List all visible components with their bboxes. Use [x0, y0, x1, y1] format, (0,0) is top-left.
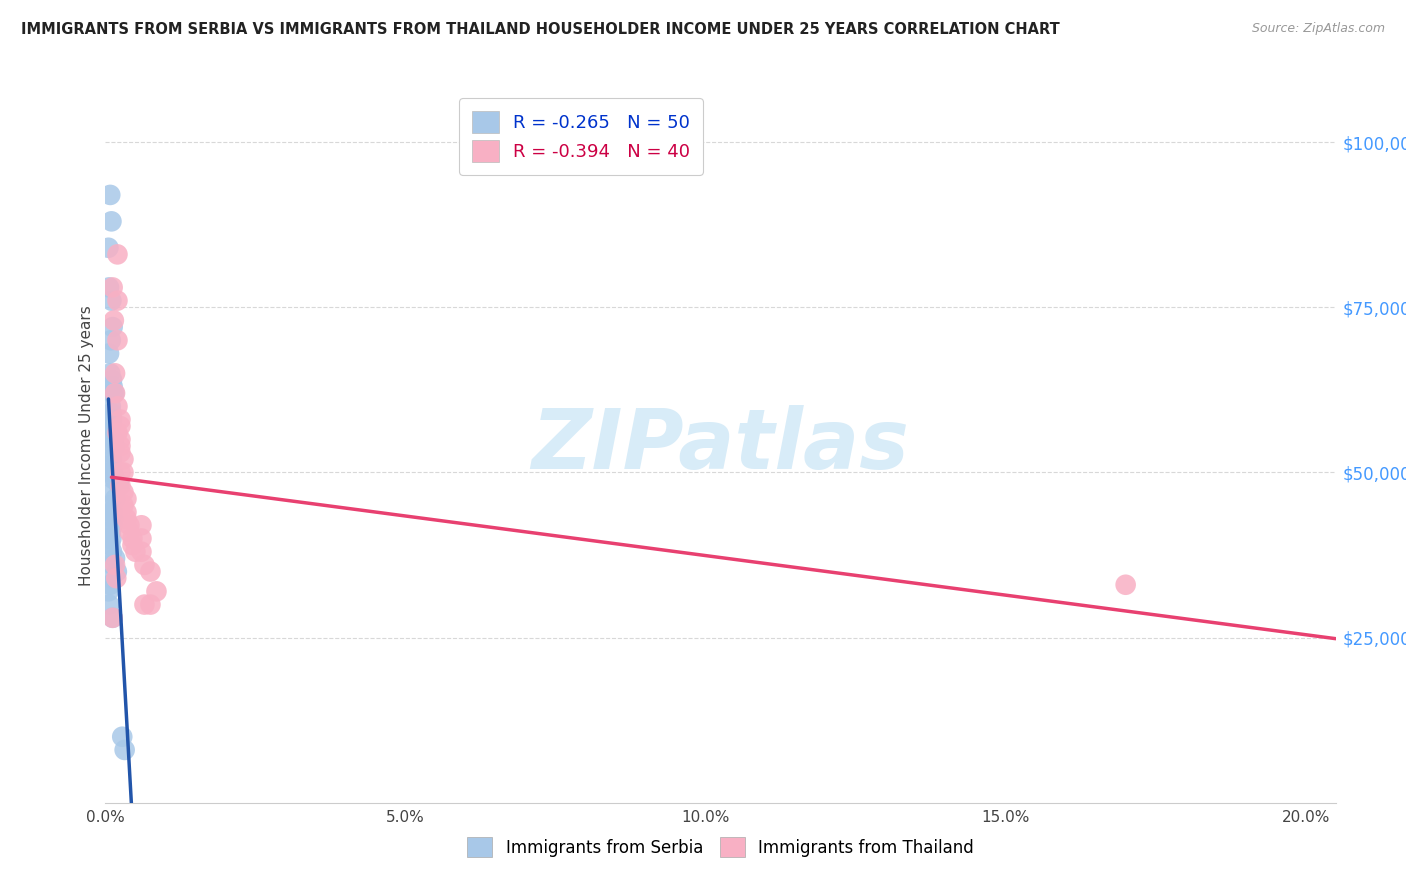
Point	[100, 571, 122, 585]
Point	[110, 466, 132, 480]
Point	[100, 499, 122, 513]
Point	[97, 241, 120, 255]
Point	[1115, 578, 1137, 592]
Point	[104, 551, 127, 566]
Point	[100, 445, 122, 459]
Point	[100, 400, 122, 414]
Point	[97, 584, 120, 599]
Point	[115, 491, 138, 506]
Point	[98, 188, 121, 202]
Point	[110, 412, 132, 426]
Point	[121, 532, 143, 546]
Point	[105, 571, 128, 585]
Point	[107, 247, 129, 261]
Point	[104, 491, 127, 506]
Point	[107, 400, 129, 414]
Point	[121, 538, 143, 552]
Point	[110, 445, 132, 459]
Point	[118, 524, 141, 539]
Point	[101, 611, 124, 625]
Point	[100, 505, 122, 519]
Point	[107, 333, 129, 347]
Point	[131, 545, 153, 559]
Legend: Immigrants from Serbia, Immigrants from Thailand: Immigrants from Serbia, Immigrants from …	[458, 829, 983, 866]
Point	[101, 379, 124, 393]
Point	[101, 545, 124, 559]
Point	[100, 524, 122, 539]
Point	[114, 743, 136, 757]
Point	[103, 472, 125, 486]
Y-axis label: Householder Income Under 25 years: Householder Income Under 25 years	[79, 306, 94, 586]
Point	[101, 518, 124, 533]
Text: IMMIGRANTS FROM SERBIA VS IMMIGRANTS FROM THAILAND HOUSEHOLDER INCOME UNDER 25 Y: IMMIGRANTS FROM SERBIA VS IMMIGRANTS FRO…	[21, 22, 1060, 37]
Point	[101, 452, 124, 467]
Point	[100, 458, 122, 473]
Point	[100, 532, 122, 546]
Point	[103, 313, 125, 327]
Point	[101, 558, 124, 572]
Point	[98, 538, 121, 552]
Point	[98, 367, 121, 381]
Point	[112, 485, 135, 500]
Point	[115, 505, 138, 519]
Point	[101, 386, 124, 401]
Point	[139, 598, 162, 612]
Point	[101, 320, 124, 334]
Point	[103, 439, 125, 453]
Point	[101, 373, 124, 387]
Point	[98, 532, 121, 546]
Point	[131, 532, 153, 546]
Point	[98, 425, 121, 440]
Point	[103, 386, 125, 401]
Point	[101, 280, 124, 294]
Point	[131, 518, 153, 533]
Point	[101, 485, 124, 500]
Point	[134, 598, 156, 612]
Point	[105, 565, 128, 579]
Point	[111, 730, 134, 744]
Point	[145, 584, 167, 599]
Point	[134, 558, 156, 572]
Point	[110, 419, 132, 434]
Point	[101, 611, 124, 625]
Point	[110, 439, 132, 453]
Point	[98, 598, 121, 612]
Point	[100, 466, 122, 480]
Point	[112, 499, 135, 513]
Point	[100, 406, 122, 420]
Point	[112, 466, 135, 480]
Point	[100, 333, 122, 347]
Point	[108, 478, 131, 492]
Point	[110, 478, 132, 492]
Point	[103, 433, 125, 447]
Point	[112, 452, 135, 467]
Point	[100, 214, 122, 228]
Point	[104, 472, 127, 486]
Point	[103, 511, 125, 525]
Point	[139, 565, 162, 579]
Point	[101, 412, 124, 426]
Point	[107, 293, 129, 308]
Point	[104, 558, 127, 572]
Point	[101, 505, 124, 519]
Point	[110, 433, 132, 447]
Point	[124, 545, 146, 559]
Point	[104, 367, 127, 381]
Point	[101, 466, 124, 480]
Point	[115, 511, 138, 525]
Point	[98, 280, 121, 294]
Point	[107, 425, 129, 440]
Point	[104, 386, 127, 401]
Point	[98, 578, 121, 592]
Text: ZIPatlas: ZIPatlas	[531, 406, 910, 486]
Point	[100, 419, 122, 434]
Point	[118, 518, 141, 533]
Point	[98, 346, 121, 360]
Text: Source: ZipAtlas.com: Source: ZipAtlas.com	[1251, 22, 1385, 36]
Point	[100, 293, 122, 308]
